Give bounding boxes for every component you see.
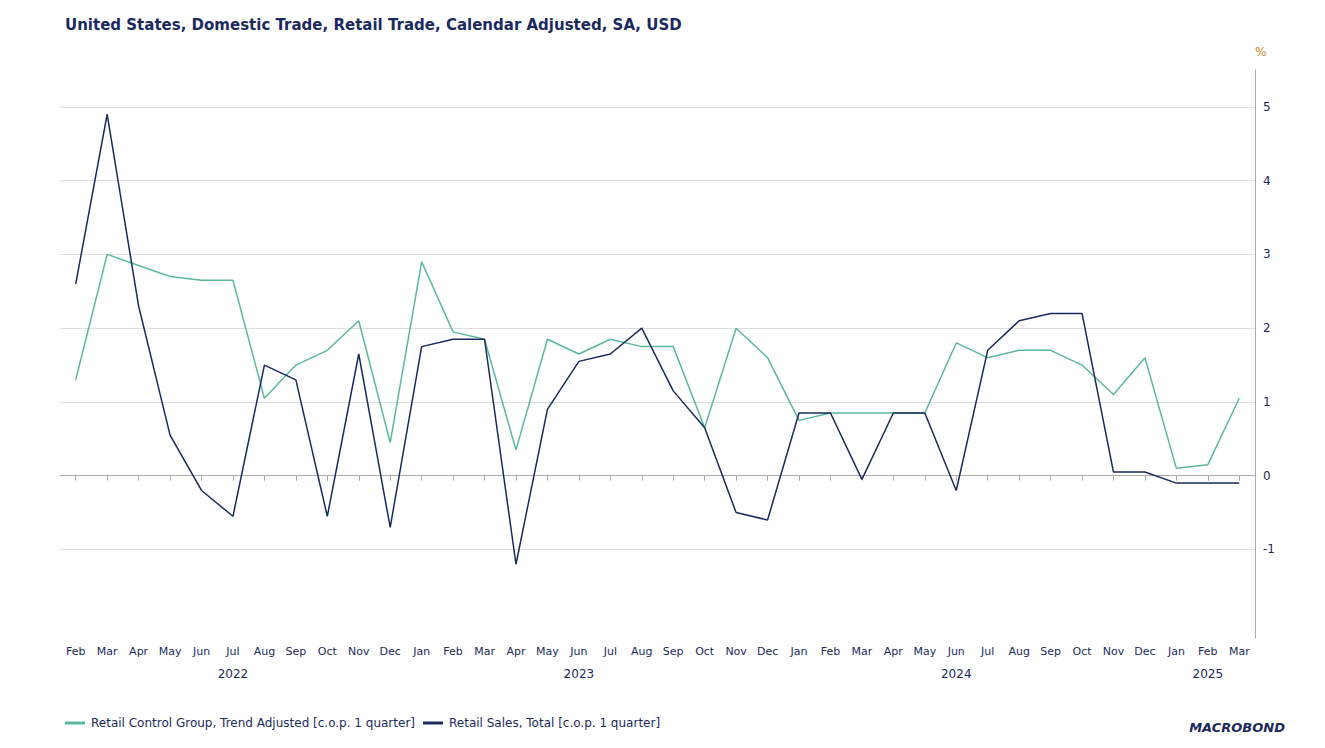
svg-text:5: 5: [1263, 100, 1271, 114]
svg-text:Feb: Feb: [443, 645, 462, 658]
svg-text:Jan: Jan: [790, 645, 808, 658]
svg-text:Apr: Apr: [129, 645, 149, 658]
svg-text:Mar: Mar: [474, 645, 495, 658]
svg-text:Apr: Apr: [884, 645, 904, 658]
svg-text:Jun: Jun: [947, 645, 965, 658]
svg-text:2: 2: [1263, 321, 1271, 335]
svg-text:Nov: Nov: [348, 645, 370, 658]
svg-text:Dec: Dec: [1134, 645, 1155, 658]
svg-text:Retail Control Group, Trend Ad: Retail Control Group, Trend Adjusted [c.…: [91, 716, 415, 730]
svg-text:Sep: Sep: [1040, 645, 1061, 658]
svg-text:May: May: [536, 645, 559, 658]
svg-text:Mar: Mar: [97, 645, 118, 658]
svg-text:2025: 2025: [1193, 667, 1224, 681]
svg-text:2023: 2023: [564, 667, 595, 681]
svg-text:MACROBOND: MACROBOND: [1189, 720, 1285, 735]
svg-text:1: 1: [1263, 395, 1271, 409]
svg-text:Nov: Nov: [1103, 645, 1125, 658]
svg-text:Jul: Jul: [225, 645, 239, 658]
svg-text:-1: -1: [1263, 542, 1275, 556]
svg-text:Jun: Jun: [192, 645, 210, 658]
svg-text:Nov: Nov: [725, 645, 747, 658]
svg-text:May: May: [913, 645, 936, 658]
svg-text:Aug: Aug: [1008, 645, 1029, 658]
svg-text:Retail Sales, Total [c.o.p. 1: Retail Sales, Total [c.o.p. 1 quarter]: [449, 716, 660, 730]
svg-text:Aug: Aug: [631, 645, 652, 658]
svg-text:Jun: Jun: [569, 645, 587, 658]
svg-text:Feb: Feb: [821, 645, 840, 658]
svg-text:Feb: Feb: [66, 645, 85, 658]
svg-text:May: May: [159, 645, 182, 658]
svg-text:Mar: Mar: [1229, 645, 1250, 658]
svg-text:Jul: Jul: [603, 645, 617, 658]
svg-text:Sep: Sep: [285, 645, 306, 658]
svg-text:Apr: Apr: [506, 645, 526, 658]
svg-text:Oct: Oct: [318, 645, 338, 658]
svg-text:Mar: Mar: [852, 645, 873, 658]
svg-text:%: %: [1255, 45, 1266, 59]
svg-text:Oct: Oct: [1073, 645, 1093, 658]
svg-text:Sep: Sep: [663, 645, 684, 658]
svg-text:0: 0: [1263, 469, 1271, 483]
svg-text:Jan: Jan: [1167, 645, 1185, 658]
svg-text:Dec: Dec: [757, 645, 778, 658]
svg-text:Dec: Dec: [380, 645, 401, 658]
svg-text:Aug: Aug: [254, 645, 275, 658]
svg-text:United States, Domestic Trade,: United States, Domestic Trade, Retail Tr…: [65, 16, 682, 34]
svg-text:2024: 2024: [941, 667, 972, 681]
svg-text:Oct: Oct: [695, 645, 715, 658]
svg-text:Feb: Feb: [1198, 645, 1217, 658]
svg-text:4: 4: [1263, 174, 1271, 188]
svg-text:Jan: Jan: [412, 645, 430, 658]
svg-text:Jul: Jul: [980, 645, 994, 658]
svg-text:3: 3: [1263, 247, 1271, 261]
svg-text:2022: 2022: [218, 667, 249, 681]
